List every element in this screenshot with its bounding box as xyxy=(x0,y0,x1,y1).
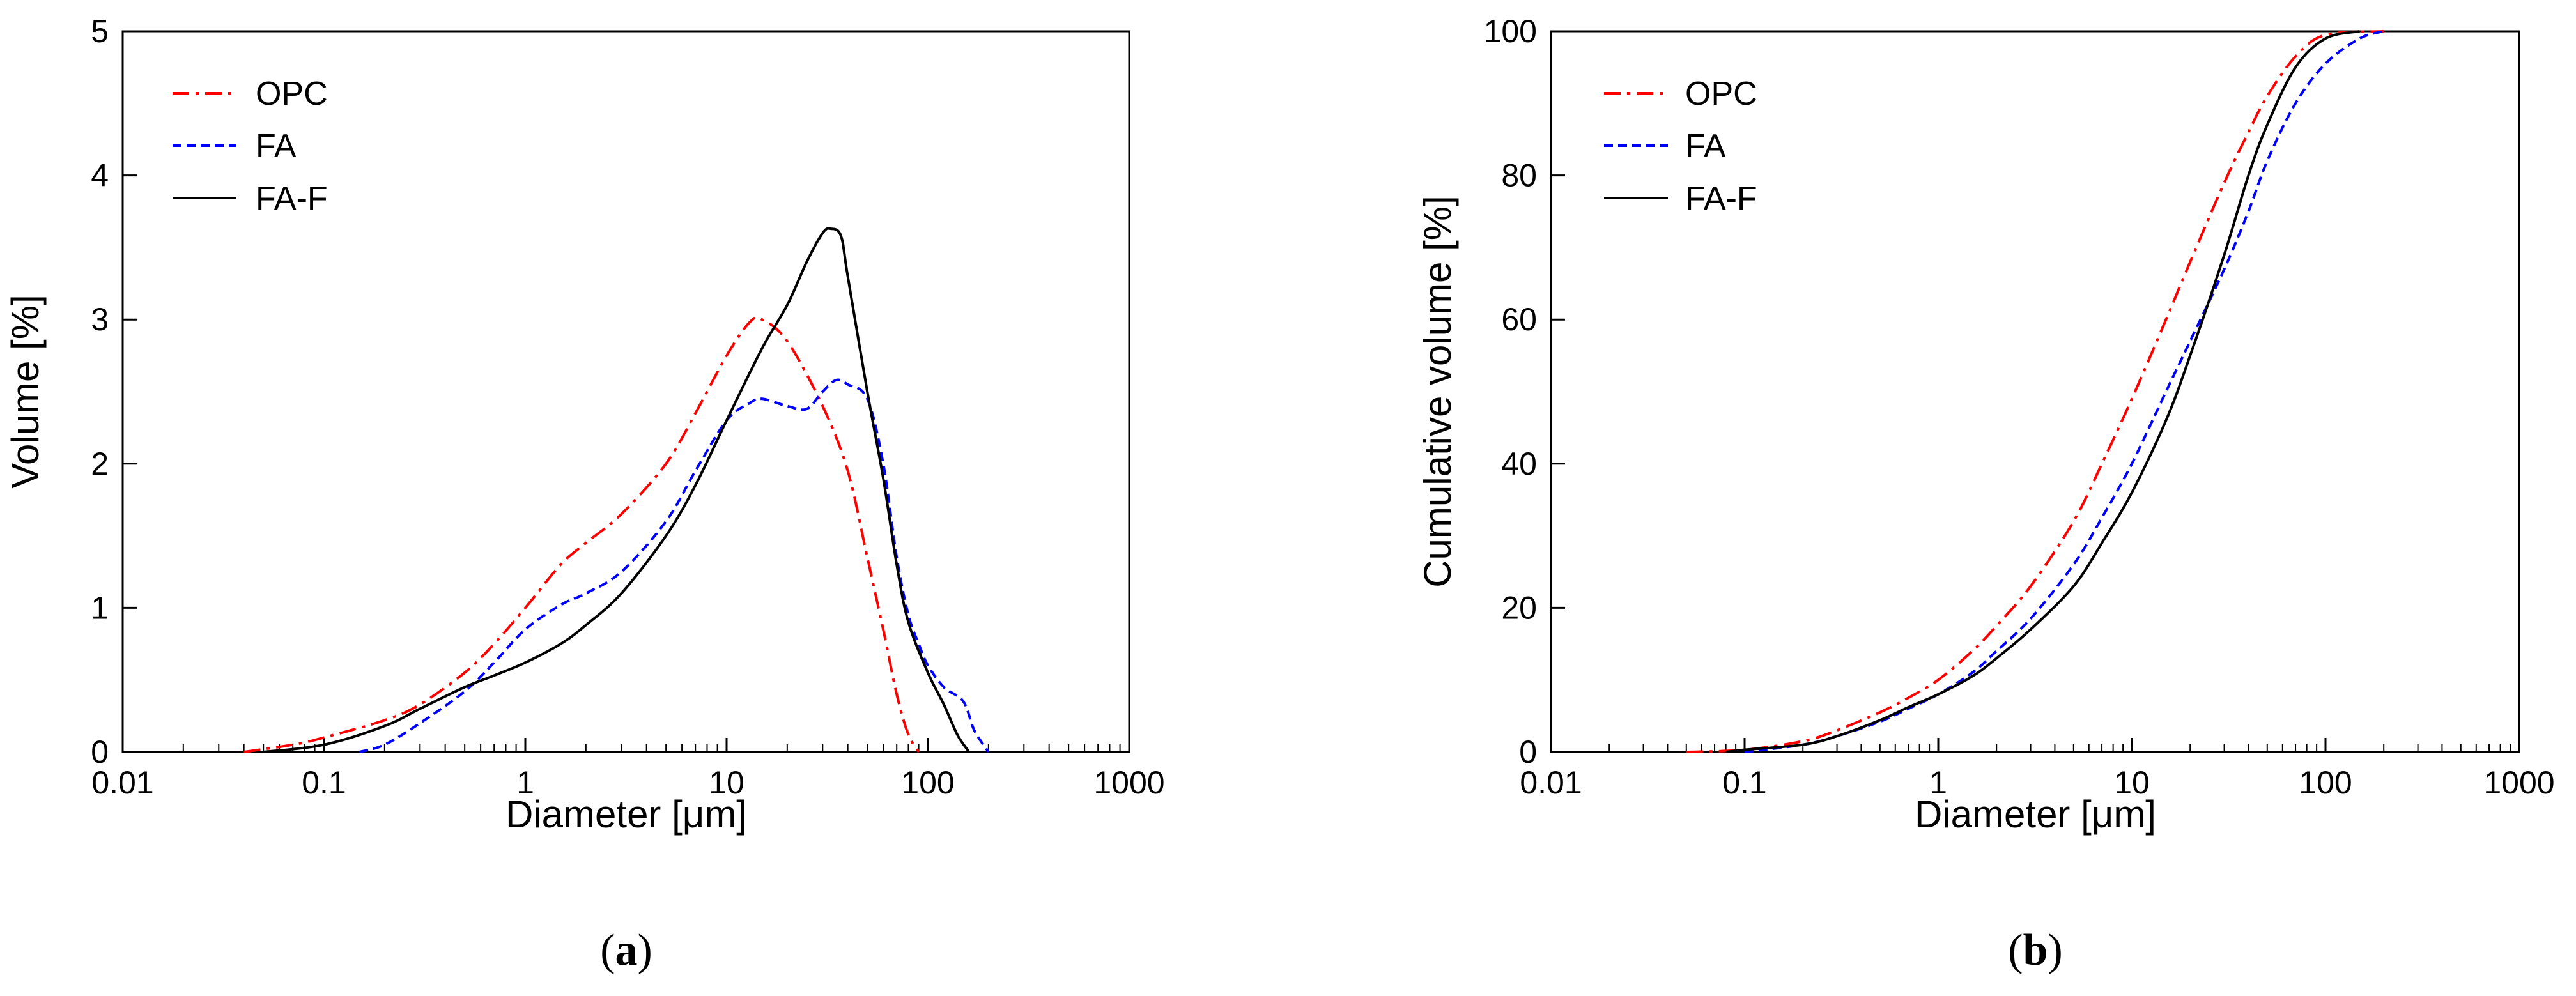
legend-label-opc: OPC xyxy=(1685,75,1757,112)
panel-label-open: ( xyxy=(600,926,615,975)
legend-label-opc: OPC xyxy=(256,75,328,112)
legend: OPC FA FA-F xyxy=(173,75,328,217)
legend: OPC FA FA-F xyxy=(1604,75,1757,217)
panel-b-cumulative-chart: 0.01 0.1 1 10 100 1000 0 20 40 60 80 100 Diameter … xyxy=(1416,13,2555,975)
y-tick-label: 40 xyxy=(1501,446,1537,482)
panel-label-b: (b) xyxy=(2008,926,2063,975)
x-tick-label: 0.01 xyxy=(1520,765,1582,801)
legend-label-fa: FA xyxy=(1685,128,1726,165)
panel-a-volume-chart: 0.01 0.1 1 10 100 1000 0 1 2 3 4 5 Diameter [μm] V… xyxy=(4,13,1165,975)
panel-label-close: ) xyxy=(2048,926,2062,975)
series-group xyxy=(1686,30,2384,753)
x-tick-label: 1000 xyxy=(1093,765,1164,801)
y-tick-label: 100 xyxy=(1484,13,1537,49)
y-tick-label: 20 xyxy=(1501,590,1537,625)
y-tick-label: 0 xyxy=(1519,734,1537,770)
x-tick-label: 0.01 xyxy=(91,765,153,801)
series-group xyxy=(243,227,990,753)
panel-label-open: ( xyxy=(2008,926,2023,975)
x-tick-label: 0.1 xyxy=(302,765,346,801)
x-tick-label: 100 xyxy=(2299,765,2352,801)
x-axis-label: Diameter [μm] xyxy=(1915,793,2156,836)
y-axis-label: Cumulative volume [%] xyxy=(1416,195,1459,588)
series-line-fa xyxy=(1744,30,2384,753)
y-tick-label: 2 xyxy=(91,446,109,482)
y-tick-label: 4 xyxy=(91,158,109,194)
series-line-fa-f xyxy=(263,227,970,753)
series-line-fa-f xyxy=(1725,30,2360,753)
series-line-fa xyxy=(359,378,990,753)
series-line-opc xyxy=(1686,30,2384,753)
x-tick-label: 0.1 xyxy=(1722,765,1767,801)
panel-label-close: ) xyxy=(638,926,652,975)
legend-label-fa-f: FA-F xyxy=(1685,180,1757,217)
x-tick-label: 10 xyxy=(2114,765,2150,801)
y-axis-ticks: 0 1 2 3 4 5 xyxy=(91,13,137,770)
y-tick-label: 60 xyxy=(1501,302,1537,337)
legend-label-fa-f: FA-F xyxy=(256,180,328,217)
y-tick-label: 3 xyxy=(91,302,109,337)
panel-label-letter: b xyxy=(2023,926,2048,975)
legend-label-fa: FA xyxy=(256,128,297,165)
x-axis-ticks: 0.01 0.1 1 10 100 1000 xyxy=(1520,738,2555,801)
panel-label-letter: a xyxy=(615,926,638,975)
x-tick-label: 10 xyxy=(709,765,744,801)
series-line-opc xyxy=(243,316,920,753)
x-tick-label: 1 xyxy=(1929,765,1947,801)
y-tick-label: 5 xyxy=(91,13,109,49)
x-axis-ticks: 0.01 0.1 1 10 100 1000 xyxy=(91,738,1165,801)
x-tick-label: 1 xyxy=(516,765,534,801)
y-axis-ticks: 0 20 40 60 80 100 xyxy=(1484,13,1565,770)
x-tick-label: 100 xyxy=(901,765,954,801)
y-tick-label: 0 xyxy=(91,734,109,770)
plot-area-frame xyxy=(121,30,1130,753)
plot-area-frame xyxy=(1550,30,2520,753)
x-axis-label: Diameter [μm] xyxy=(505,793,747,836)
x-tick-label: 1000 xyxy=(2483,765,2554,801)
y-axis-label: Volume [%] xyxy=(4,295,47,489)
y-tick-label: 80 xyxy=(1501,158,1537,194)
y-tick-label: 1 xyxy=(91,590,109,625)
panel-label-a: (a) xyxy=(600,926,652,975)
